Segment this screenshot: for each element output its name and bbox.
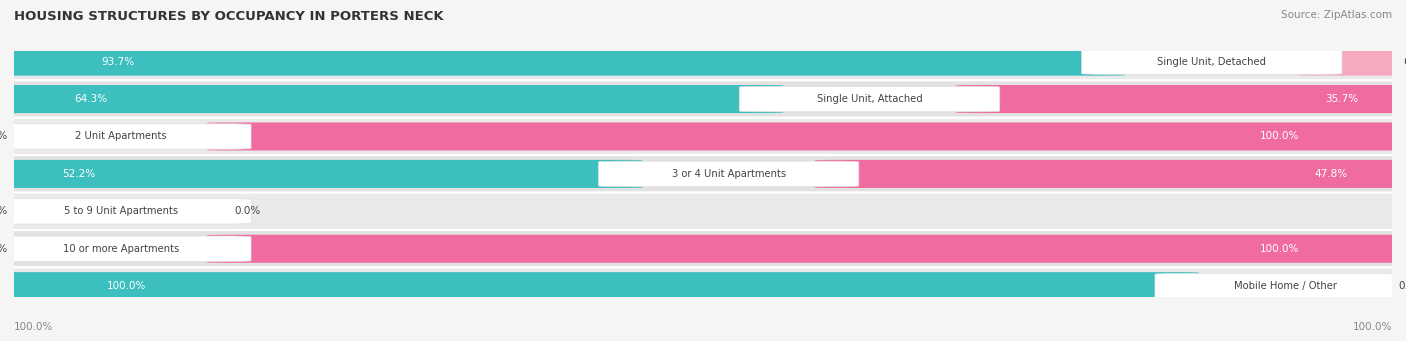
Text: 100.0%: 100.0% (1260, 132, 1299, 142)
FancyBboxPatch shape (0, 193, 1406, 230)
FancyBboxPatch shape (0, 160, 643, 188)
Text: 0.0%: 0.0% (235, 206, 260, 216)
FancyBboxPatch shape (0, 80, 1406, 118)
FancyBboxPatch shape (1154, 273, 1406, 299)
FancyBboxPatch shape (814, 160, 1406, 188)
Text: 47.8%: 47.8% (1315, 169, 1347, 179)
FancyBboxPatch shape (207, 235, 1406, 263)
Text: HOUSING STRUCTURES BY OCCUPANCY IN PORTERS NECK: HOUSING STRUCTURES BY OCCUPANCY IN PORTE… (14, 10, 444, 23)
FancyBboxPatch shape (0, 198, 252, 224)
FancyBboxPatch shape (0, 124, 252, 149)
Text: 100.0%: 100.0% (1353, 322, 1392, 332)
Text: 3 or 4 Unit Apartments: 3 or 4 Unit Apartments (672, 169, 786, 179)
Text: 0.0%: 0.0% (0, 206, 7, 216)
Text: 100.0%: 100.0% (14, 322, 53, 332)
Text: 100.0%: 100.0% (1260, 244, 1299, 254)
Text: 0.0%: 0.0% (0, 244, 7, 254)
FancyBboxPatch shape (0, 43, 1406, 80)
Text: Single Unit, Detached: Single Unit, Detached (1157, 57, 1267, 66)
Text: 52.2%: 52.2% (63, 169, 96, 179)
Text: 0.0%: 0.0% (0, 132, 7, 142)
FancyBboxPatch shape (0, 236, 252, 262)
Text: 6.3%: 6.3% (1403, 57, 1406, 66)
FancyBboxPatch shape (0, 230, 1406, 267)
Text: 35.7%: 35.7% (1326, 94, 1358, 104)
FancyBboxPatch shape (0, 85, 783, 113)
FancyBboxPatch shape (0, 118, 1406, 155)
FancyBboxPatch shape (207, 122, 1406, 150)
FancyBboxPatch shape (0, 155, 1406, 193)
FancyBboxPatch shape (1081, 49, 1341, 74)
Text: Source: ZipAtlas.com: Source: ZipAtlas.com (1281, 10, 1392, 20)
Text: 10 or more Apartments: 10 or more Apartments (63, 244, 179, 254)
FancyBboxPatch shape (956, 85, 1406, 113)
Text: 100.0%: 100.0% (107, 281, 146, 291)
FancyBboxPatch shape (0, 267, 1406, 305)
Text: Mobile Home / Other: Mobile Home / Other (1233, 281, 1337, 291)
Text: 93.7%: 93.7% (101, 57, 135, 66)
Text: Single Unit, Attached: Single Unit, Attached (817, 94, 922, 104)
FancyBboxPatch shape (1298, 48, 1406, 76)
Text: 5 to 9 Unit Apartments: 5 to 9 Unit Apartments (63, 206, 179, 216)
Text: 64.3%: 64.3% (75, 94, 107, 104)
FancyBboxPatch shape (740, 86, 1000, 112)
FancyBboxPatch shape (599, 161, 859, 187)
Text: 2 Unit Apartments: 2 Unit Apartments (75, 132, 167, 142)
FancyBboxPatch shape (0, 48, 1126, 76)
Text: 0.0%: 0.0% (1399, 281, 1406, 291)
FancyBboxPatch shape (0, 272, 1199, 300)
